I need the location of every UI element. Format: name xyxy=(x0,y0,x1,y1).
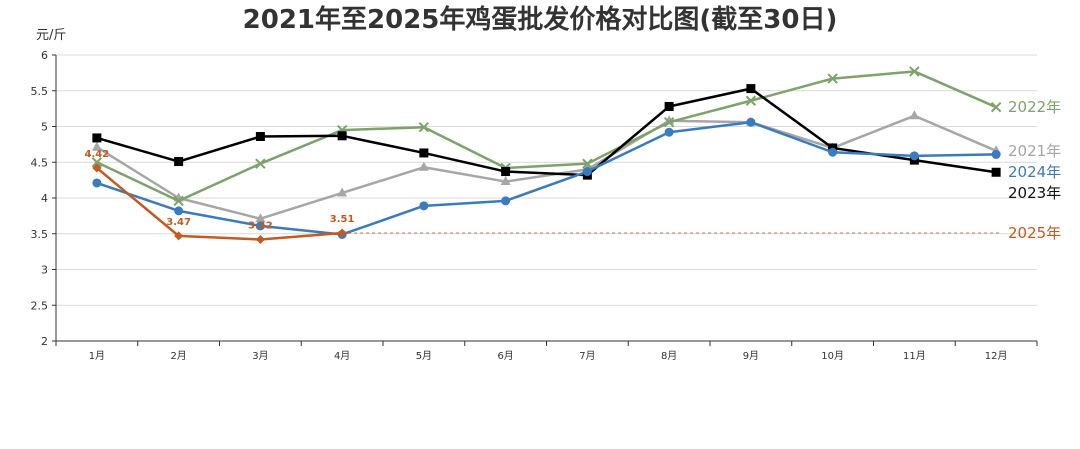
data-point-circle xyxy=(664,127,674,137)
data-label: 4.42 xyxy=(85,149,110,160)
data-point-triangle xyxy=(337,187,348,197)
data-point-triangle xyxy=(255,213,266,223)
y-tick-label: 4 xyxy=(41,192,48,205)
x-tick-label: 3月 xyxy=(252,350,268,362)
data-point-triangle xyxy=(500,176,511,186)
data-point-square xyxy=(255,132,265,142)
data-point-square xyxy=(337,131,347,141)
data-point-circle xyxy=(174,206,184,216)
data-point-diamond xyxy=(174,231,184,241)
data-point-x xyxy=(990,101,1002,113)
data-point-x xyxy=(91,157,103,168)
data-point-square xyxy=(174,157,184,167)
data-point-circle xyxy=(991,149,1001,159)
data-point-x xyxy=(173,195,184,207)
x-tick-label: 10月 xyxy=(821,350,844,362)
axes: 2 2.5 3 3.5 4 4.5 5 5.5 6 1月 2月 3月 4月 5月 6月 7月 8月 9月 10月 11… xyxy=(31,49,1038,362)
data-point-square xyxy=(419,148,429,158)
series-end-label: 2023年 xyxy=(1008,184,1061,202)
x-tick-label: 12月 xyxy=(985,350,1008,362)
data-point-square xyxy=(991,167,1001,177)
series-line xyxy=(96,120,997,236)
x-marker-stroke xyxy=(663,117,675,128)
x-tick-label: 1月 xyxy=(89,350,105,362)
x-tick-label: 5月 xyxy=(416,350,432,362)
x-tick-label: 7月 xyxy=(579,350,595,362)
chart-title: 2021年至2025年鸡蛋批发价格对比图(截至30日) xyxy=(243,4,838,35)
series-line xyxy=(96,167,343,241)
data-point-x xyxy=(827,73,838,84)
x-marker-stroke xyxy=(418,122,430,133)
data-point-x xyxy=(663,117,675,128)
x-tick-label: 4月 xyxy=(334,350,350,362)
data-point-circle xyxy=(92,178,102,188)
data-point-x xyxy=(582,158,593,169)
y-tick-label: 6 xyxy=(41,49,48,62)
data-point-triangle xyxy=(91,141,102,151)
x-marker-stroke xyxy=(91,157,103,168)
series-labels: 2022年 2021年 2024年 2023年 2025年 xyxy=(1008,98,1061,242)
x-tick-label: 2月 xyxy=(170,350,186,362)
data-point-circle xyxy=(582,167,592,177)
x-marker-stroke xyxy=(255,158,266,169)
series-2024年 xyxy=(92,117,1001,239)
data-point-diamond xyxy=(255,234,265,244)
y-tick-label: 3.5 xyxy=(31,228,49,241)
x-tick-label: 8月 xyxy=(661,350,677,362)
series-end-label: 2024年 xyxy=(1008,163,1061,181)
series-line xyxy=(96,70,997,203)
data-point-square xyxy=(664,101,674,111)
y-unit-label: 元/斤 xyxy=(36,28,66,43)
x-marker-stroke xyxy=(173,195,184,207)
series-end-label: 2025年 xyxy=(1008,224,1061,242)
series-line xyxy=(96,114,997,220)
data-point-triangle xyxy=(418,161,429,171)
series-end-label: 2021年 xyxy=(1008,142,1061,160)
data-point-x xyxy=(255,158,266,169)
series-group: 4.42 3.47 3.42 3.51 xyxy=(85,66,1002,244)
data-point-square xyxy=(501,167,511,177)
data-point-circle xyxy=(746,117,756,127)
data-point-circle xyxy=(419,201,429,211)
series-end-label: 2022年 xyxy=(1008,98,1061,116)
x-tick-label: 6月 xyxy=(497,350,513,362)
data-point-x xyxy=(909,66,920,77)
series-line xyxy=(96,87,997,177)
x-marker-stroke xyxy=(990,101,1002,113)
x-marker-stroke xyxy=(827,73,838,84)
data-label: 3.42 xyxy=(248,220,273,231)
y-tick-label: 2.5 xyxy=(31,299,49,312)
y-tick-label: 3 xyxy=(41,264,48,277)
grid-lines xyxy=(56,54,1037,306)
data-point-circle xyxy=(828,147,838,157)
y-tick-label: 5.5 xyxy=(31,85,49,98)
x-tick-label: 11月 xyxy=(903,350,926,362)
data-point-triangle xyxy=(909,110,920,120)
data-point-x xyxy=(418,122,430,133)
x-tick-label: 9月 xyxy=(743,350,759,362)
x-marker-stroke xyxy=(745,95,757,106)
data-point-circle xyxy=(255,221,265,231)
series-2025年: 4.42 3.47 3.42 3.51 xyxy=(85,149,1001,244)
x-marker-stroke xyxy=(909,66,920,77)
data-point-square xyxy=(746,84,756,94)
y-tick-label: 5 xyxy=(41,121,48,134)
data-label: 3.47 xyxy=(166,217,191,228)
data-label: 3.51 xyxy=(330,214,355,225)
data-point-diamond xyxy=(92,163,102,173)
series-2022年 xyxy=(91,66,1002,207)
data-point-circle xyxy=(501,196,511,206)
data-point-x xyxy=(745,95,757,106)
data-point-circle xyxy=(909,151,919,161)
x-marker-stroke xyxy=(582,158,593,169)
data-point-square xyxy=(92,133,102,143)
y-tick-label: 4.5 xyxy=(31,156,49,169)
y-tick-label: 2 xyxy=(41,335,48,348)
